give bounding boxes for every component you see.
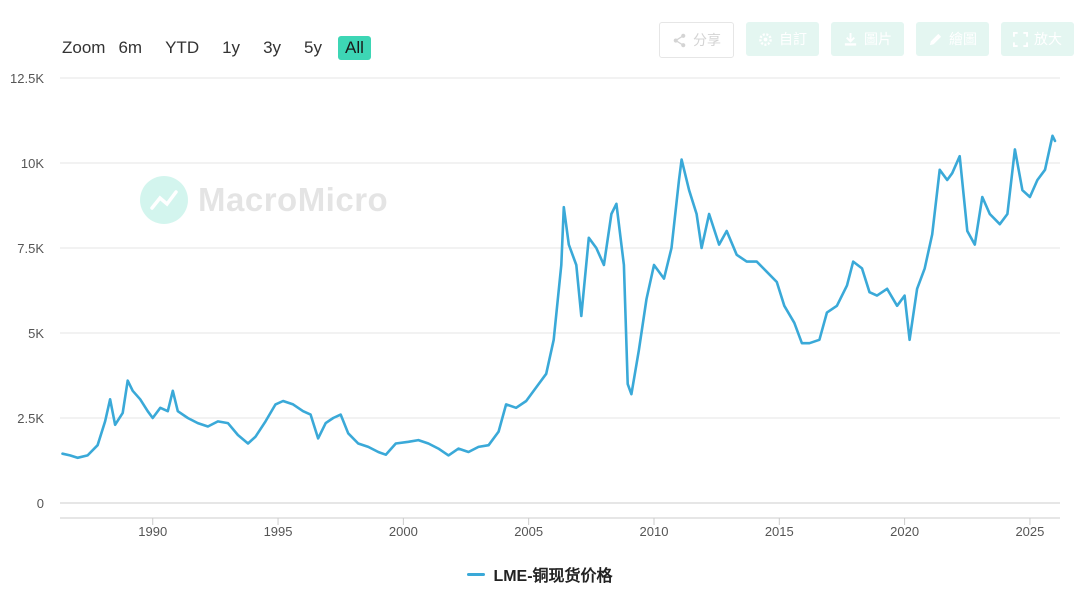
y-tick-label: 7.5K <box>17 241 44 256</box>
y-axis-ticks: 0 2.5K 5K 7.5K 10K 12.5K <box>10 71 44 511</box>
x-axis: 1990 1995 2000 2005 2010 2015 2020 2025 <box>60 517 1060 539</box>
x-tick-label: 1995 <box>264 524 293 539</box>
zoom-range-selector: Zoom 6m YTD 1y 3y 5y All <box>56 34 380 62</box>
watermark-logo-icon <box>140 176 188 224</box>
image-button-label: 圖片 <box>864 31 892 47</box>
image-download-button[interactable]: 圖片 <box>831 22 904 56</box>
settings-button-label: 自訂 <box>779 31 807 47</box>
x-tick-label: 2010 <box>640 524 669 539</box>
share-button-label: 分享 <box>693 32 721 48</box>
y-tick-label: 10K <box>21 156 44 171</box>
watermark-text: MacroMicro <box>198 181 389 218</box>
share-button[interactable]: 分享 <box>659 22 734 58</box>
pencil-icon <box>929 33 942 45</box>
x-tick-label: 1990 <box>138 524 167 539</box>
zoom-1y-button[interactable]: 1y <box>222 38 241 57</box>
draw-button-label: 繪圖 <box>949 31 977 47</box>
zoom-5y-button[interactable]: 5y <box>304 38 322 57</box>
zoom-all-button[interactable]: All <box>338 36 371 60</box>
x-tick-label: 2020 <box>890 524 919 539</box>
y-tick-label: 2.5K <box>17 411 44 426</box>
settings-button[interactable]: 自訂 <box>746 22 819 56</box>
zoom-ytd-button[interactable]: YTD <box>165 38 200 57</box>
legend-swatch <box>467 572 486 576</box>
expand-icon <box>1013 31 1028 47</box>
y-tick-label: 0 <box>37 496 44 511</box>
expand-button-label: 放大 <box>1034 31 1062 47</box>
gear-icon <box>759 32 772 46</box>
x-tick-label: 2015 <box>765 524 794 539</box>
x-tick-label: 2005 <box>514 524 543 539</box>
series-layer <box>61 134 1057 460</box>
watermark: MacroMicro <box>140 176 388 224</box>
expand-button[interactable]: 放大 <box>1001 22 1074 56</box>
zoom-6m-button[interactable]: 6m <box>118 38 143 57</box>
download-icon <box>844 32 857 46</box>
x-tick-label: 2000 <box>389 524 418 539</box>
legend[interactable]: LME-铜现货价格 <box>0 562 1080 586</box>
draw-button[interactable]: 繪圖 <box>916 22 989 56</box>
grid-lines <box>60 77 1060 504</box>
zoom-3y-button[interactable]: 3y <box>263 38 282 57</box>
zoom-label: Zoom <box>62 38 106 57</box>
legend-series-label: LME-铜现货价格 <box>493 568 613 585</box>
share-icon <box>673 33 686 47</box>
series-line <box>61 134 1057 460</box>
chart-toolbar: 分享 自訂 圖片 繪圖 放大 <box>647 22 1074 58</box>
x-tick-label: 2025 <box>1015 524 1044 539</box>
y-tick-label: 5K <box>28 326 44 341</box>
y-tick-label: 12.5K <box>10 71 44 86</box>
